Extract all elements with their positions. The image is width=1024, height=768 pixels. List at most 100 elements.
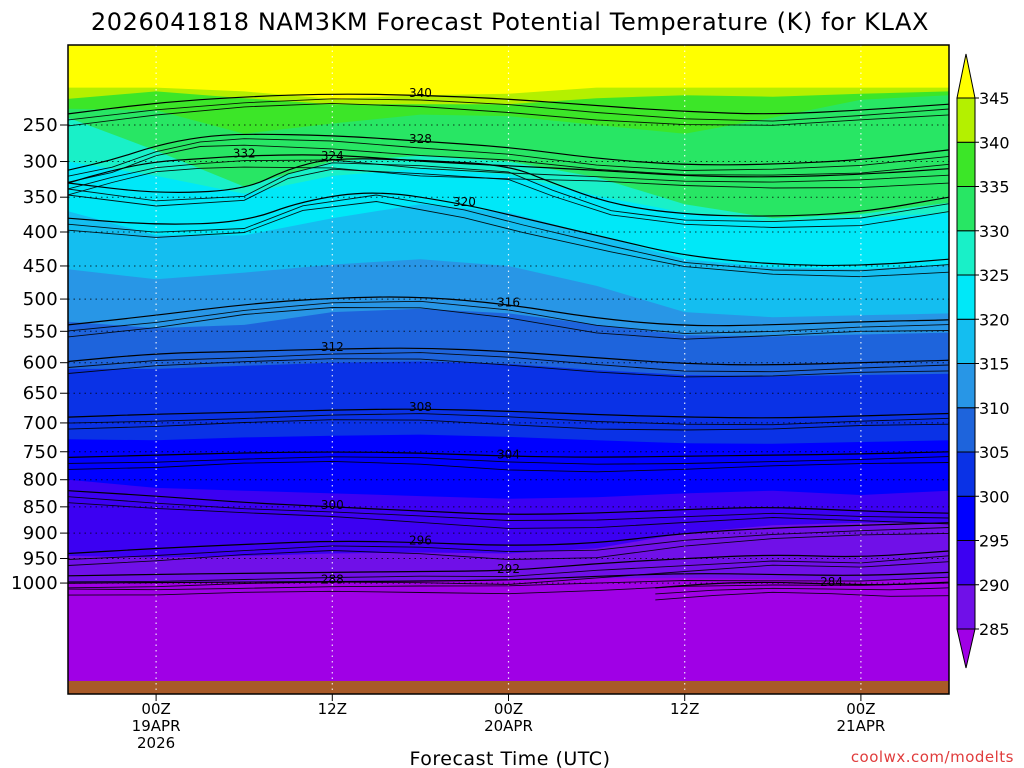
y-tick-label: 450: [23, 256, 58, 277]
contour-label: 308: [409, 400, 432, 414]
colorbar-segment: [956, 274, 976, 320]
contour-lines: [68, 93, 949, 601]
contour-label: 312: [321, 340, 344, 354]
x-tick-label-line2: 19APR: [132, 717, 181, 735]
ground-surface: [68, 681, 949, 694]
y-tick-label: 1000: [11, 573, 58, 594]
y-tick-label: 750: [23, 442, 58, 463]
grid-lines: [68, 45, 949, 694]
y-tick-label: 800: [23, 470, 58, 491]
contour-label: 320: [453, 195, 476, 209]
y-tick-label: 550: [23, 321, 58, 342]
x-tick-label-line1: 00Z: [494, 700, 523, 718]
contour-label: 300: [321, 498, 344, 512]
y-tick-label: 600: [23, 353, 58, 374]
contour-line-320: [68, 192, 949, 267]
contour-line-312: [68, 347, 949, 366]
colorbar-label: 320: [979, 310, 1010, 329]
x-tick-label-line1: 12Z: [318, 700, 347, 718]
colorbar: 285 290 295 300 305 310 315 320 325 330 335 340 345: [956, 53, 1010, 669]
contour-line-328: [68, 133, 949, 171]
y-tick-label: 650: [23, 383, 58, 404]
contour-line-312-aux: [68, 352, 949, 373]
y-tick-label: 900: [23, 523, 58, 544]
colorbar-label: 310: [979, 399, 1010, 418]
y-tick-label: 400: [23, 222, 58, 243]
y-axis: 250 300 350 400 450 500 550 600 650 700 750 800 850 9…: [11, 115, 68, 594]
contour-label: 296: [409, 533, 432, 547]
colorbar-max-triangle: [956, 53, 976, 99]
colorbar-label: 285: [979, 620, 1010, 639]
y-tick-label: 950: [23, 549, 58, 570]
y-tick-label: 700: [23, 413, 58, 434]
colorbar-label: 305: [979, 443, 1010, 462]
contour-line-328-aux: [68, 138, 949, 177]
contour-label: 340: [409, 86, 432, 100]
x-tick-label-line2: 21APR: [836, 717, 885, 735]
colorbar-segment: [956, 584, 976, 630]
contour-line-324: [68, 158, 949, 217]
contour-label: 284: [820, 575, 843, 589]
contour-line-304-aux: [68, 456, 949, 465]
colorbar-label: 295: [979, 532, 1010, 551]
colorbar-label: 330: [979, 222, 1010, 241]
contour-line-324-aux: [68, 168, 949, 228]
contour-label: 316: [497, 295, 520, 309]
colorbar-segment: [956, 363, 976, 409]
contour-line-300: [68, 490, 949, 515]
contour-line-332-aux: [68, 166, 949, 196]
colorbar-segment: [956, 318, 976, 364]
contour-line-308: [68, 408, 949, 419]
contour-line-340-aux: [68, 98, 949, 122]
fill-band-345: [68, 45, 949, 99]
contour-line-292-aux: [68, 561, 949, 589]
contour-label: 304: [497, 447, 520, 461]
contour-line-284-aux: [655, 587, 949, 595]
contour-label: 324: [321, 149, 344, 163]
y-tick-label: 250: [23, 115, 58, 136]
colorbar-segment: [956, 230, 976, 276]
contour-line-292-aux: [68, 555, 949, 583]
plot-area: 332 340 328 324 320 316 312 308 304 300 296 292 288 2…: [67, 44, 950, 695]
colorbar-label: 315: [979, 355, 1010, 374]
contour-label: 292: [497, 562, 520, 576]
contour-label: 332: [233, 147, 256, 161]
contour-line-324-aux: [68, 162, 949, 223]
x-axis-label: Forecast Time (UTC): [410, 748, 611, 768]
contour-line-292: [68, 550, 949, 577]
y-tick-label: 300: [23, 152, 58, 173]
y-tick-label: 850: [23, 497, 58, 518]
contour-line-332-aux: [68, 159, 949, 190]
colorbar-segment: [956, 451, 976, 497]
contour-line-308-aux: [68, 413, 949, 426]
source-credit: coolwx.com/modelts: [851, 748, 1014, 766]
contour-line-320-aux: [68, 201, 949, 278]
contour-line-288-aux: [68, 582, 949, 596]
contour-line-284: [655, 581, 949, 589]
contour-line-284-aux: [655, 591, 949, 601]
contour-line-332: [68, 154, 949, 184]
contour-line-312-aux: [68, 358, 949, 378]
x-tick-label-line1: 00Z: [141, 700, 170, 718]
contour-line-316: [68, 296, 949, 327]
colorbar-label: 335: [979, 178, 1010, 197]
contour-line-316-aux: [68, 300, 949, 334]
contour-line-340-aux: [68, 102, 949, 127]
contour-line-308-aux: [68, 419, 949, 431]
colorbar-label: 290: [979, 576, 1010, 595]
contour-line-328-aux: [68, 144, 949, 183]
contour-line-300-aux: [68, 496, 949, 521]
x-tick-label-line1: 00Z: [846, 700, 875, 718]
chart-title: 2026041818 NAM3KM Forecast Potential Tem…: [91, 8, 929, 36]
colorbar-label: 300: [979, 487, 1010, 506]
colorbar-label: 340: [979, 133, 1010, 152]
y-tick-label: 500: [23, 289, 58, 310]
contour-line-288: [68, 571, 949, 584]
colorbar-segment: [956, 495, 976, 541]
y-tick-label: 350: [23, 187, 58, 208]
colorbar-label: 345: [979, 89, 1010, 108]
contour-line-296-aux: [68, 532, 949, 566]
colorbar-min-triangle: [956, 628, 976, 669]
